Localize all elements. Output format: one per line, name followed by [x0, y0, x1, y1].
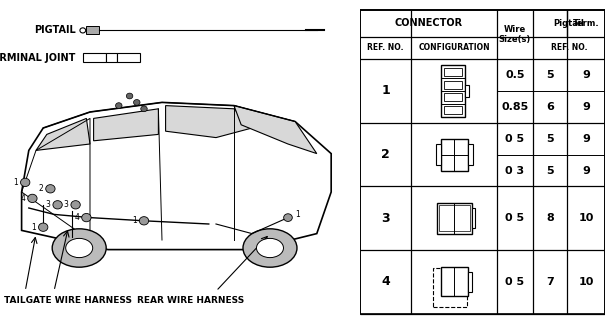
Text: 0.5: 0.5 [505, 70, 525, 80]
Circle shape [46, 185, 55, 193]
Text: TERMINAL JOINT: TERMINAL JOINT [0, 52, 76, 63]
Polygon shape [441, 65, 465, 116]
Text: Pigtail: Pigtail [554, 19, 584, 28]
Text: 10: 10 [578, 277, 594, 287]
Bar [83, 53, 106, 62]
Text: PIGTAIL: PIGTAIL [34, 25, 76, 36]
Circle shape [284, 214, 292, 221]
Text: 5: 5 [546, 165, 554, 175]
Polygon shape [166, 106, 252, 138]
Polygon shape [465, 85, 469, 97]
Circle shape [39, 223, 48, 231]
Text: CONFIGURATION: CONFIGURATION [419, 44, 490, 52]
Polygon shape [436, 144, 441, 165]
Text: 1: 1 [295, 210, 300, 219]
Text: REF. NO.: REF. NO. [367, 44, 404, 52]
Text: 4: 4 [74, 213, 79, 222]
Text: Term.: Term. [573, 19, 600, 28]
Ellipse shape [66, 238, 93, 258]
Text: 2: 2 [381, 148, 390, 161]
Ellipse shape [243, 229, 297, 267]
Text: 3: 3 [381, 212, 390, 225]
Text: 8: 8 [546, 213, 554, 223]
Polygon shape [468, 272, 472, 292]
Text: 5: 5 [546, 70, 554, 80]
Text: CONNECTOR: CONNECTOR [394, 18, 463, 28]
Text: 1: 1 [31, 223, 36, 232]
Bar [106, 53, 117, 62]
Text: 9: 9 [582, 70, 590, 80]
FancyBboxPatch shape [360, 10, 605, 314]
Text: 9: 9 [582, 102, 590, 112]
Text: 0 5: 0 5 [505, 134, 525, 144]
Text: Wire
Size(s): Wire Size(s) [499, 25, 531, 44]
Text: 1: 1 [13, 178, 18, 187]
Polygon shape [443, 106, 462, 114]
Circle shape [126, 93, 133, 99]
Text: REF. NO.: REF. NO. [551, 44, 587, 52]
Text: 0 3: 0 3 [505, 165, 525, 175]
Text: 4: 4 [381, 275, 390, 288]
Circle shape [116, 103, 122, 108]
Polygon shape [468, 144, 473, 165]
Polygon shape [94, 109, 159, 141]
Ellipse shape [257, 238, 284, 258]
Text: 0 5: 0 5 [505, 277, 525, 287]
Circle shape [134, 100, 140, 105]
Text: 0.85: 0.85 [502, 102, 529, 112]
Text: 6: 6 [546, 102, 554, 112]
Polygon shape [443, 93, 462, 101]
Text: 3: 3 [64, 200, 68, 209]
Text: 3: 3 [45, 200, 50, 209]
Text: 7: 7 [546, 277, 554, 287]
Text: 1: 1 [132, 216, 137, 225]
Text: 4: 4 [21, 194, 25, 203]
Circle shape [82, 213, 91, 222]
Polygon shape [36, 118, 90, 150]
Text: 0 5: 0 5 [505, 213, 525, 223]
Circle shape [28, 194, 37, 203]
Circle shape [71, 201, 80, 209]
Ellipse shape [52, 229, 106, 267]
Polygon shape [437, 203, 471, 234]
Text: 10: 10 [578, 213, 594, 223]
Bar [117, 53, 140, 62]
Circle shape [139, 217, 149, 225]
Polygon shape [443, 81, 462, 89]
Text: TAILGATE WIRE HARNESS: TAILGATE WIRE HARNESS [4, 296, 132, 305]
Text: 9: 9 [582, 165, 590, 175]
Text: REAR WIRE HARNESS: REAR WIRE HARNESS [137, 296, 244, 305]
Polygon shape [440, 268, 468, 296]
Text: 1: 1 [381, 84, 390, 98]
Polygon shape [441, 139, 468, 171]
Circle shape [53, 201, 62, 209]
Text: 9: 9 [582, 134, 590, 144]
Polygon shape [443, 68, 462, 76]
Circle shape [141, 106, 147, 112]
Circle shape [21, 178, 30, 187]
Bar [86, 26, 99, 34]
Text: 5: 5 [546, 134, 554, 144]
Text: 2: 2 [39, 184, 43, 193]
Polygon shape [22, 102, 331, 250]
Polygon shape [234, 106, 317, 154]
Polygon shape [471, 208, 475, 228]
